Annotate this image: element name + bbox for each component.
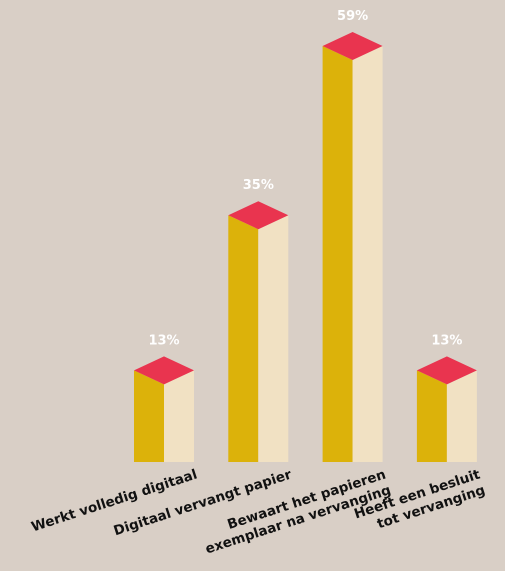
bar-side-face — [446, 370, 477, 462]
bar-werkt-volledig-digitaal — [134, 356, 194, 462]
value-label: 35% — [243, 178, 274, 193]
bar-front-face — [228, 215, 259, 462]
bar-front-face — [416, 370, 447, 462]
value-label: 13% — [431, 333, 462, 348]
bar-top-face — [416, 356, 477, 385]
bar-top-face — [134, 356, 194, 385]
bar-bewaart-papieren-exemplaar — [322, 32, 383, 462]
bar-front-face — [322, 46, 353, 462]
bar-besluit-tot-vervanging — [416, 356, 477, 462]
value-labels-group: 13% 35% 59% 13% — [148, 9, 462, 348]
bars-group — [134, 32, 477, 462]
bar-top-face — [228, 201, 289, 230]
bar-top-face — [322, 32, 383, 60]
value-label: 13% — [148, 333, 179, 348]
bar-side-face — [164, 370, 194, 462]
bar-side-face — [258, 215, 289, 462]
bar-side-face — [352, 46, 383, 462]
value-label: 59% — [337, 9, 368, 24]
bar-digitaal-vervangt-papier — [228, 201, 289, 462]
bar-front-face — [134, 370, 164, 462]
